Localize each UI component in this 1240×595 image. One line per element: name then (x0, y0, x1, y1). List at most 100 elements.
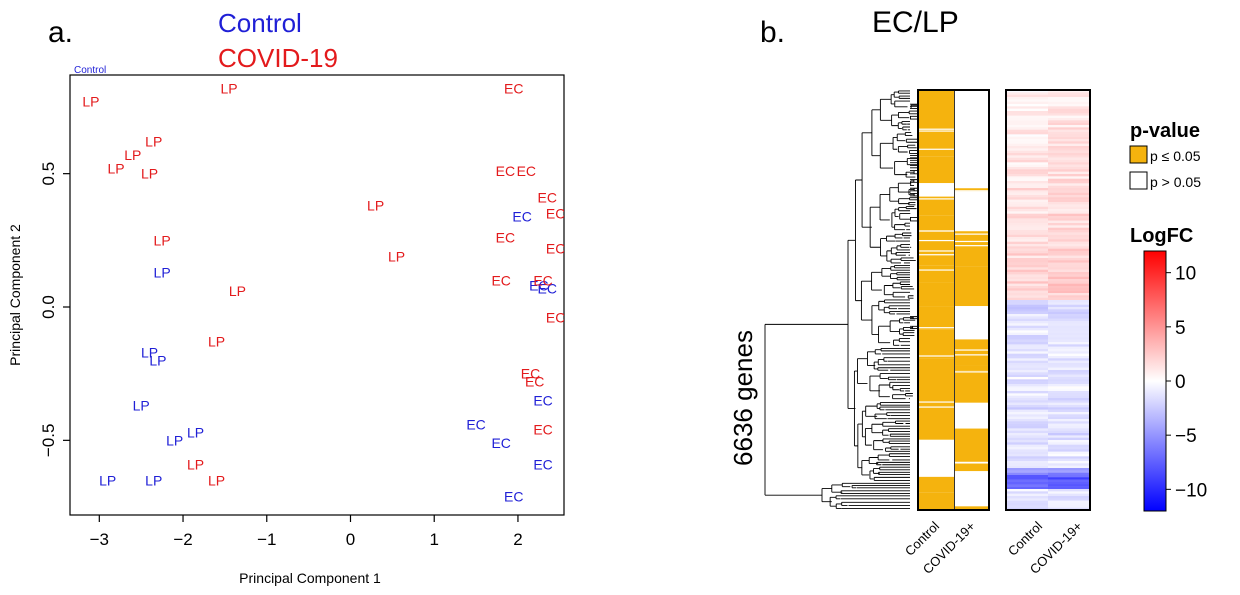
logfc-cell (1006, 393, 1049, 396)
logfc-cell (1048, 363, 1091, 366)
logfc-cell (1006, 97, 1049, 100)
logfc-cell (1048, 120, 1091, 123)
pvalue-cell (918, 400, 954, 440)
pvalue-cell (918, 358, 954, 401)
logfc-cell (1006, 148, 1049, 151)
pvalue-cell-gap (955, 190, 989, 192)
y-axis-title: Principal Component 2 (7, 224, 23, 366)
logfc-cell (1006, 195, 1049, 198)
x-tick-label: 2 (513, 530, 522, 549)
pvalue-cell (918, 306, 954, 330)
logfc-cell (1048, 367, 1091, 371)
logfc-cell (1006, 213, 1049, 217)
logfc-cell (1048, 379, 1091, 382)
pvalue-cell (918, 156, 954, 184)
pvalue-legend-title: p-value (1130, 120, 1200, 142)
logfc-cell (1048, 353, 1091, 357)
logfc-cell (1006, 442, 1049, 445)
logfc-cell (1048, 188, 1091, 191)
pvalue-cell (918, 215, 954, 231)
data-point-label: LP (145, 472, 162, 488)
pvalue-cell-gap (955, 349, 989, 351)
logfc-cell (1048, 211, 1091, 214)
logfc-cell (1006, 339, 1049, 343)
logfc-cell (1006, 465, 1049, 469)
logfc-cell (1006, 353, 1049, 357)
logfc-cell (1006, 141, 1049, 144)
logfc-cell (1048, 248, 1091, 252)
logfc-cell (1006, 398, 1049, 401)
logfc-cell (1048, 451, 1091, 455)
y-tick-label: 0.0 (39, 295, 58, 319)
logfc-cell (1048, 349, 1091, 352)
logfc-cell (1006, 288, 1049, 291)
logfc-cell (1048, 106, 1091, 109)
logfc-cell (1006, 503, 1049, 506)
logfc-cell (1048, 328, 1091, 331)
logfc-cell (1048, 195, 1091, 198)
logfc-cell (1048, 150, 1091, 154)
data-point-label: EC (546, 310, 565, 326)
logfc-cell (1006, 430, 1049, 434)
logfc-cell (1048, 190, 1091, 193)
logfc-cell (1048, 118, 1091, 121)
logfc-cell (1048, 104, 1091, 107)
logfc-cell (1048, 468, 1091, 471)
logfc-cell (1006, 90, 1049, 93)
x-tick-label: −2 (173, 530, 192, 549)
panel-b-title: EC/LP (872, 6, 959, 39)
data-point-label: LP (154, 232, 171, 248)
logfc-cell (1048, 272, 1091, 275)
pvalue-cell (918, 301, 954, 307)
logfc-cell (1006, 426, 1049, 429)
logfc-cell (1006, 197, 1049, 200)
logfc-cell (1006, 293, 1049, 296)
logfc-cell (1006, 491, 1049, 494)
logfc-cell (1006, 241, 1049, 245)
pvalue-cell (955, 506, 989, 510)
logfc-cell (1006, 412, 1049, 415)
logfc-cell (1048, 456, 1091, 459)
logfc-cell (1006, 440, 1049, 443)
logfc-tick-label: −10 (1175, 480, 1207, 501)
logfc-cell (1006, 454, 1049, 457)
logfc-cell (1048, 129, 1091, 133)
logfc-cell (1048, 141, 1091, 144)
pvalue-cell-gap (918, 239, 954, 242)
logfc-cell (1048, 386, 1091, 389)
logfc-cell (1006, 332, 1049, 336)
logfc-cell (1048, 498, 1091, 501)
genes-label: 6636 genes (728, 330, 758, 466)
data-point-label: EC (533, 456, 552, 472)
logfc-cell (1048, 381, 1091, 385)
logfc-cell (1048, 484, 1091, 487)
pvalue-heatmap (917, 89, 990, 511)
logfc-cell (1006, 146, 1049, 149)
logfc-cell (1006, 160, 1049, 163)
data-point-label: EC (491, 272, 510, 288)
logfc-cell (1048, 458, 1091, 462)
logfc-cell (1006, 281, 1049, 284)
data-point-label: LP (145, 134, 162, 150)
data-point-label: EC (525, 374, 544, 390)
pvalue-heatmap-frame (917, 89, 990, 511)
logfc-cell (1048, 304, 1091, 308)
pvalue-cell-gap (918, 250, 954, 252)
logfc-cell (1048, 288, 1091, 291)
logfc-cell (1048, 99, 1091, 102)
logfc-cell (1006, 414, 1049, 417)
logfc-cell (1048, 113, 1091, 116)
logfc-cell (1006, 463, 1049, 466)
logfc-cell (1048, 398, 1091, 401)
logfc-cell (1006, 262, 1049, 266)
data-point-label: EC (546, 240, 565, 256)
logfc-cell (1048, 428, 1091, 431)
logfc-cell (1048, 174, 1091, 177)
logfc-cell (1006, 379, 1049, 382)
pvalue-cell (918, 492, 954, 510)
pvalue-cell (918, 265, 954, 283)
logfc-cell (1048, 486, 1091, 490)
logfc-cell (1006, 449, 1049, 452)
pvalue-cell-gap (918, 269, 954, 271)
logfc-colorbar (1143, 250, 1167, 512)
